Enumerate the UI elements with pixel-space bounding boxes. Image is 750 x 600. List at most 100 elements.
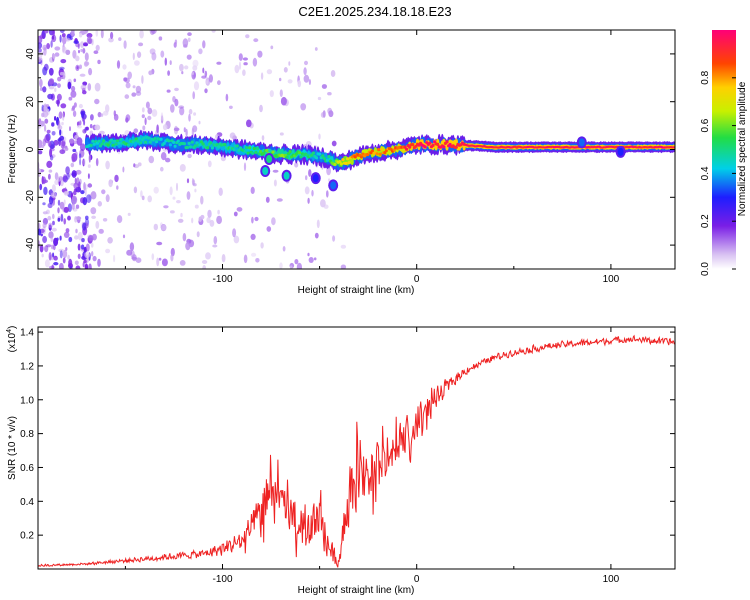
noise-speck xyxy=(340,264,347,269)
noise-speck xyxy=(75,55,80,62)
ridge-segment xyxy=(109,138,113,142)
noise-speck xyxy=(48,195,54,205)
noise-speck xyxy=(80,190,85,195)
noise-speck xyxy=(127,71,132,80)
ridge-segment xyxy=(322,156,326,160)
noise-speck xyxy=(44,118,49,124)
noise-speck xyxy=(91,38,94,46)
noise-speck xyxy=(279,132,284,136)
noise-speck xyxy=(78,153,82,159)
blob-core xyxy=(283,171,290,180)
noise-speck xyxy=(318,133,321,140)
noise-speck xyxy=(58,111,63,119)
noise-speck xyxy=(193,112,197,116)
noise-speck xyxy=(191,217,194,224)
noise-speck xyxy=(41,253,44,258)
noise-speck xyxy=(198,48,203,55)
noise-speck xyxy=(191,70,196,80)
noise-speck xyxy=(187,32,192,36)
noise-speck xyxy=(38,228,42,236)
noise-speck xyxy=(176,182,178,192)
noise-speck xyxy=(97,59,101,65)
noise-speck xyxy=(47,215,52,221)
noise-speck xyxy=(144,117,147,126)
noise-speck xyxy=(260,242,264,249)
noise-speck xyxy=(63,206,69,213)
noise-speck xyxy=(305,175,308,181)
noise-speck xyxy=(326,190,329,198)
noise-speck xyxy=(42,86,47,93)
noise-speck xyxy=(108,179,113,188)
noise-speck xyxy=(57,207,60,214)
noise-speck xyxy=(77,243,81,251)
noise-speck xyxy=(209,219,215,227)
noise-speck xyxy=(75,228,78,234)
ridge-segment xyxy=(144,140,148,144)
noise-speck xyxy=(77,253,81,259)
noise-speck xyxy=(91,251,94,257)
noise-speck xyxy=(53,237,59,247)
ridge-segment xyxy=(259,150,263,154)
noise-speck xyxy=(182,233,187,242)
noise-speck xyxy=(147,115,152,121)
noise-speck xyxy=(221,254,226,263)
noise-speck xyxy=(90,242,94,248)
noise-speck xyxy=(186,178,190,184)
noise-speck xyxy=(132,85,136,89)
noise-speck xyxy=(71,195,78,205)
noise-speck xyxy=(212,244,218,248)
blob-core xyxy=(578,138,585,147)
noise-speck xyxy=(73,182,79,189)
noise-speck xyxy=(84,61,90,66)
noise-speck xyxy=(242,69,246,76)
noise-speck xyxy=(59,66,65,70)
noise-speck xyxy=(181,71,184,75)
noise-speck xyxy=(88,235,94,242)
ridge-segment xyxy=(311,151,315,155)
noise-speck xyxy=(242,57,248,61)
ridge-segment xyxy=(187,141,191,145)
noise-speck xyxy=(80,41,85,48)
noise-speck xyxy=(72,148,77,153)
y-tick-label: 1.4 xyxy=(20,328,34,339)
noise-speck xyxy=(45,209,50,215)
noise-speck xyxy=(288,61,291,66)
colorbar-tick-label: 0.8 xyxy=(700,70,711,84)
noise-speck xyxy=(38,150,43,155)
noise-speck xyxy=(170,104,175,113)
noise-speck xyxy=(74,260,79,266)
noise-speck xyxy=(272,169,279,173)
noise-speck xyxy=(48,173,51,180)
noise-speck xyxy=(148,155,155,164)
noise-speck xyxy=(218,187,223,196)
noise-speck xyxy=(279,262,283,269)
ridge-segment xyxy=(137,136,141,140)
noise-speck xyxy=(79,143,86,151)
noise-speck xyxy=(149,48,156,55)
noise-speck xyxy=(90,207,97,215)
noise-speck xyxy=(147,107,153,115)
noise-speck xyxy=(40,57,43,66)
snr-series-line xyxy=(38,334,675,568)
ridge-segment xyxy=(344,161,348,165)
noise-speck xyxy=(86,194,92,204)
noise-speck xyxy=(141,107,145,113)
ridge-segment xyxy=(243,149,247,154)
noise-speck xyxy=(164,57,167,66)
colorbar-tick-label: 0.6 xyxy=(700,118,711,132)
noise-speck xyxy=(131,254,137,262)
snr-marks xyxy=(38,334,675,568)
noise-speck xyxy=(163,205,169,209)
noise-speck xyxy=(192,65,198,71)
noise-speck xyxy=(205,252,211,260)
noise-speck xyxy=(57,176,61,182)
noise-speck xyxy=(116,60,121,69)
noise-speck xyxy=(74,177,77,184)
ridge-segment xyxy=(672,146,675,149)
noise-speck xyxy=(259,104,263,113)
noise-speck xyxy=(105,194,110,203)
noise-speck xyxy=(229,132,236,139)
noise-speck xyxy=(216,215,223,225)
ridge-segment xyxy=(192,138,196,146)
noise-speck xyxy=(233,235,240,244)
